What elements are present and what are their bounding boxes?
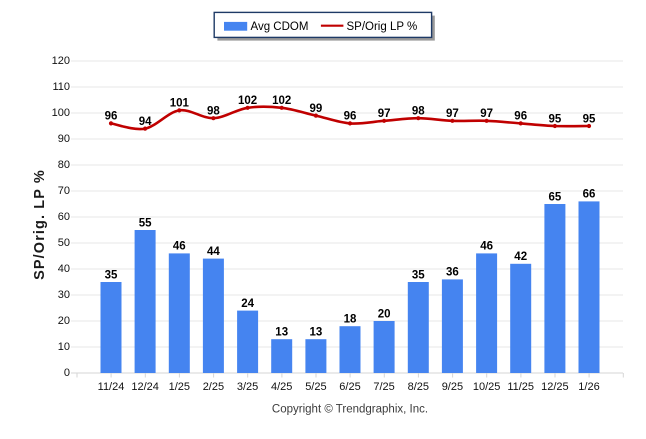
svg-text:96: 96 (514, 111, 527, 123)
svg-text:6/25: 6/25 (339, 381, 360, 393)
svg-text:Copyright © Trendgraphix, Inc.: Copyright © Trendgraphix, Inc. (272, 403, 428, 415)
svg-text:5/25: 5/25 (305, 381, 326, 393)
svg-text:90: 90 (58, 133, 70, 145)
svg-text:9/25: 9/25 (442, 381, 463, 393)
svg-text:97: 97 (480, 108, 493, 120)
svg-text:120: 120 (52, 55, 70, 67)
svg-text:13: 13 (275, 327, 288, 339)
svg-text:8/25: 8/25 (408, 381, 429, 393)
svg-text:1/25: 1/25 (169, 381, 190, 393)
svg-text:20: 20 (378, 308, 391, 320)
svg-text:46: 46 (480, 241, 493, 253)
svg-text:36: 36 (446, 267, 459, 279)
svg-text:42: 42 (514, 251, 527, 263)
svg-text:65: 65 (549, 191, 562, 203)
svg-text:3/25: 3/25 (237, 381, 258, 393)
svg-text:2/25: 2/25 (203, 381, 224, 393)
svg-text:102: 102 (272, 95, 291, 107)
svg-text:7/25: 7/25 (373, 381, 394, 393)
svg-text:35: 35 (412, 269, 425, 281)
svg-text:SP/Orig. LP %: SP/Orig. LP % (32, 169, 48, 280)
svg-text:10: 10 (58, 341, 70, 353)
svg-text:30: 30 (58, 289, 70, 301)
svg-text:100: 100 (52, 107, 70, 119)
svg-text:70: 70 (58, 185, 70, 197)
svg-text:1/26: 1/26 (578, 381, 599, 393)
svg-text:12/25: 12/25 (541, 381, 569, 393)
svg-text:98: 98 (412, 106, 425, 118)
svg-text:11/25: 11/25 (507, 381, 534, 393)
svg-text:96: 96 (105, 111, 118, 123)
svg-text:44: 44 (207, 246, 220, 258)
svg-text:SP/Orig LP %: SP/Orig LP % (347, 21, 418, 33)
svg-text:12/24: 12/24 (131, 381, 159, 393)
svg-text:96: 96 (344, 111, 357, 123)
svg-text:4/25: 4/25 (271, 381, 292, 393)
svg-text:Avg CDOM: Avg CDOM (251, 21, 309, 33)
svg-text:24: 24 (241, 298, 254, 310)
svg-text:110: 110 (52, 81, 70, 93)
svg-text:10/25: 10/25 (473, 381, 501, 393)
svg-text:95: 95 (583, 113, 596, 125)
svg-text:66: 66 (583, 189, 596, 201)
svg-text:35: 35 (105, 269, 118, 281)
svg-text:98: 98 (207, 106, 220, 118)
svg-text:50: 50 (58, 237, 70, 249)
svg-text:94: 94 (139, 116, 152, 128)
svg-text:80: 80 (58, 159, 70, 171)
svg-text:11/24: 11/24 (98, 381, 125, 393)
svg-text:97: 97 (446, 108, 459, 120)
svg-text:20: 20 (58, 315, 70, 327)
svg-text:46: 46 (173, 241, 186, 253)
svg-text:99: 99 (310, 103, 323, 115)
svg-text:55: 55 (139, 217, 152, 229)
svg-text:102: 102 (238, 95, 257, 107)
svg-text:95: 95 (549, 113, 562, 125)
svg-text:40: 40 (58, 263, 70, 275)
svg-text:101: 101 (170, 98, 190, 110)
svg-text:13: 13 (310, 327, 323, 339)
svg-text:60: 60 (58, 211, 70, 223)
svg-text:18: 18 (344, 314, 357, 326)
svg-text:0: 0 (64, 367, 70, 379)
svg-text:97: 97 (378, 108, 391, 120)
